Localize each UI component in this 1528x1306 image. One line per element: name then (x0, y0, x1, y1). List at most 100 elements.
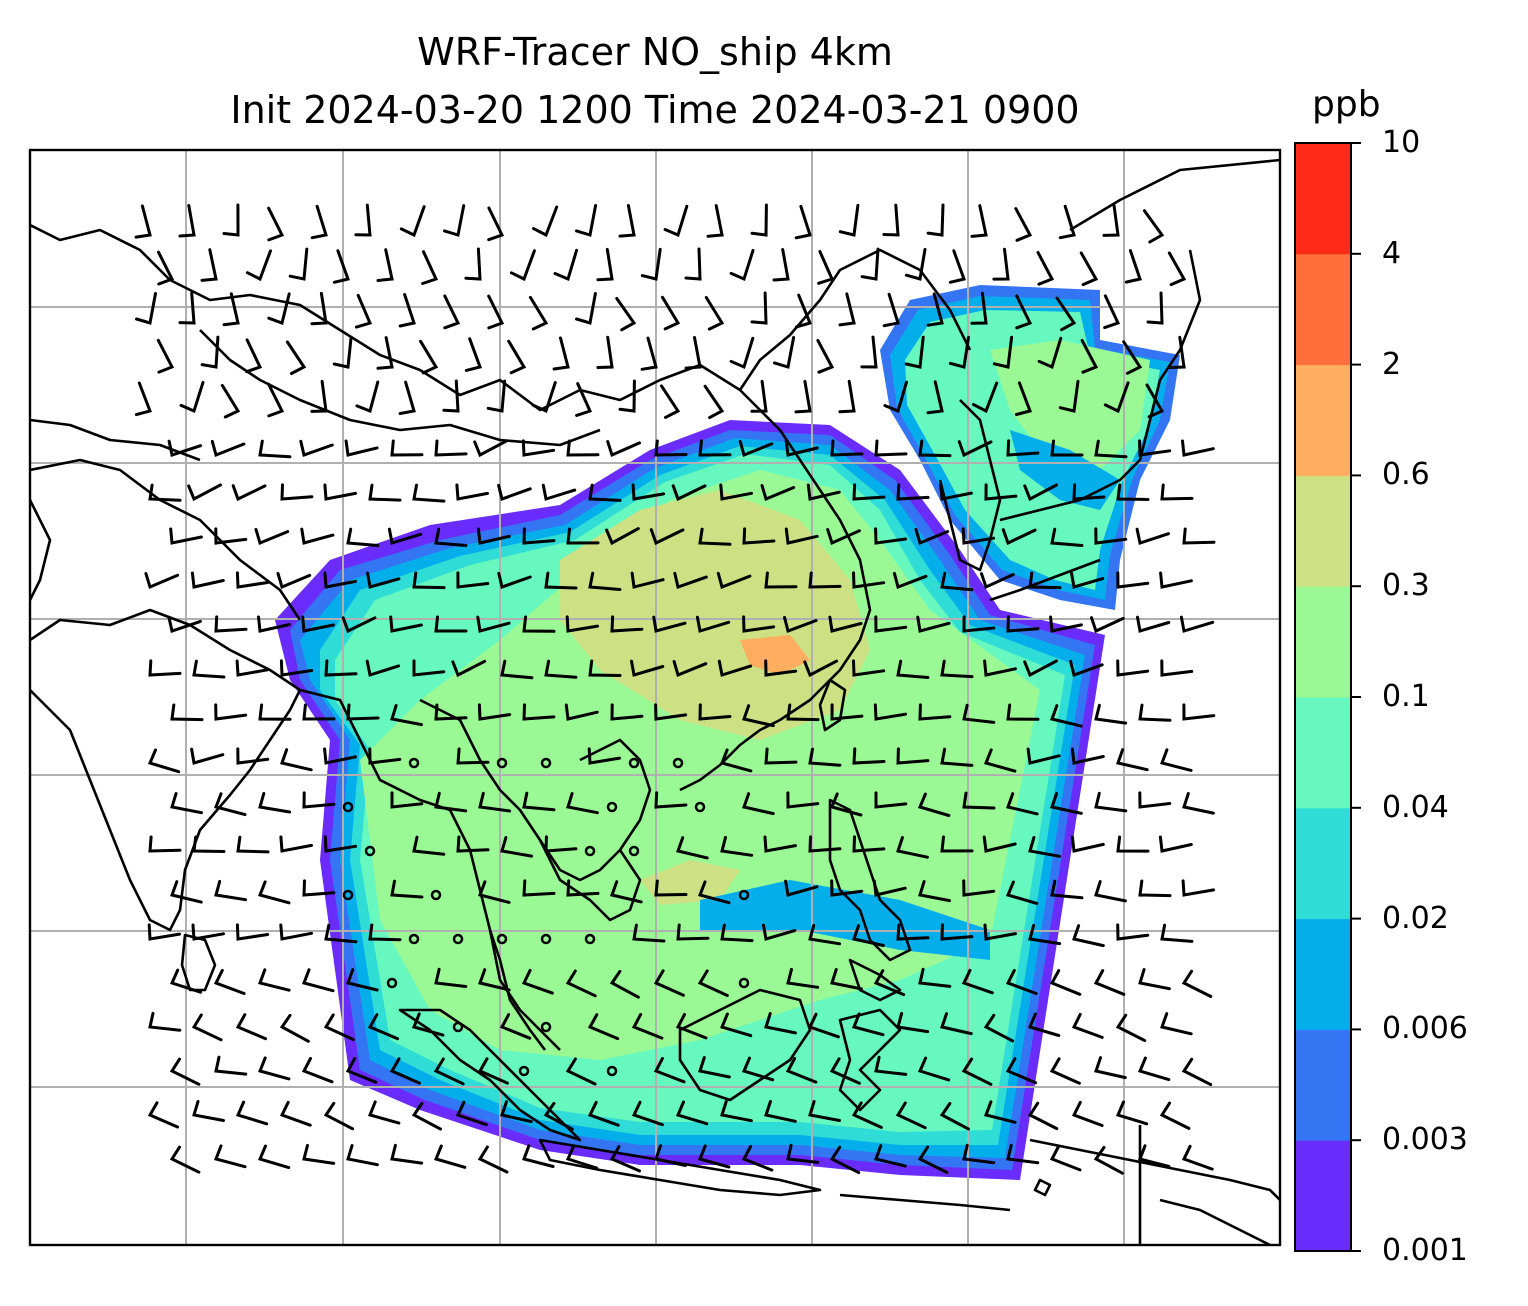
wind-barb (716, 571, 752, 590)
wind-barb (588, 571, 622, 591)
wind-barb (1103, 381, 1130, 414)
wind-barb (522, 791, 556, 812)
colorbar-tick-label: 10 (1382, 125, 1421, 160)
wind-barb (473, 439, 508, 458)
wind-barb (412, 659, 446, 677)
wind-barb (684, 336, 702, 370)
wind-barb (257, 880, 291, 905)
wind-barb (1006, 703, 1040, 721)
wind-barb (566, 439, 600, 457)
wind-barb (365, 659, 401, 677)
wind-calm-marker (628, 845, 640, 857)
wind-barb (940, 659, 974, 679)
wind-calm-marker (342, 889, 354, 901)
wind-barb (742, 704, 775, 728)
wind-barb (918, 439, 952, 458)
wind-barb (675, 1100, 709, 1126)
wind-barb (190, 571, 225, 589)
wind-barb (285, 340, 307, 375)
wind-barb (575, 204, 598, 237)
wind-barb (566, 879, 600, 897)
wind-barb (874, 527, 908, 545)
wind-barb (962, 1143, 996, 1165)
map-title-line2: Init 2024-03-20 1200 Time 2024-03-21 090… (230, 88, 1080, 132)
wind-calm-marker (738, 977, 750, 989)
wind-barb (807, 1012, 840, 1039)
wind-barb (1159, 1101, 1191, 1130)
wind-barb (235, 1013, 268, 1041)
wind-barb (367, 1013, 400, 1041)
wind-barb (610, 615, 644, 633)
wind-barb (332, 335, 353, 369)
wind-barb (148, 483, 182, 502)
wind-barb (531, 381, 557, 414)
wind-barb (279, 923, 313, 941)
wind-barb (829, 1057, 861, 1085)
colorbar-band (1295, 918, 1351, 1030)
wind-barb (654, 703, 688, 721)
wind-barb (245, 338, 263, 374)
wind-barb (983, 659, 1017, 677)
wind-barb (673, 571, 708, 589)
wind-barb (187, 483, 222, 502)
wind-barb (522, 703, 556, 721)
colorbar-band (1295, 253, 1351, 366)
wind-barb (808, 835, 842, 853)
wind-barb (368, 747, 402, 765)
wind-barb (421, 250, 439, 285)
wind-barb (236, 747, 270, 765)
wind-barb (741, 1145, 774, 1172)
colorbar-band (1295, 697, 1351, 809)
wind-barb (1071, 1100, 1104, 1127)
wind-barb (192, 659, 226, 679)
wind-barb (1142, 209, 1165, 244)
wind-barb (258, 703, 292, 721)
wind-barb (896, 483, 930, 501)
wind-barb (1158, 835, 1193, 853)
wind-barb (1138, 879, 1172, 898)
wind-barb (522, 615, 556, 633)
wind-barb (443, 294, 461, 330)
wind-barb (750, 203, 768, 237)
wind-barb (156, 338, 175, 374)
wind-barb (487, 294, 505, 330)
wind-calm-marker (628, 757, 640, 769)
wind-barb (698, 880, 731, 905)
wind-barb (764, 1012, 797, 1035)
wind-barb (1001, 528, 1037, 546)
wind-barb (1090, 616, 1125, 634)
wind-barb (874, 615, 908, 633)
wind-barb (992, 335, 1014, 369)
wind-barb (1136, 615, 1171, 633)
wind-barb (750, 379, 768, 413)
wind-barb (1137, 1056, 1171, 1082)
colorbar-tick-label: 0.001 (1382, 1233, 1468, 1268)
wind-barb (222, 203, 240, 237)
wind-barb (231, 484, 267, 502)
wind-calm-marker (364, 845, 376, 857)
wind-barb (764, 571, 798, 589)
wind-barb (1050, 879, 1084, 900)
wind-barb (926, 203, 945, 237)
wind-barb (192, 835, 226, 853)
wind-barb (323, 1101, 355, 1131)
wind-barb (257, 1056, 291, 1081)
wind-barb (1014, 207, 1033, 242)
wind-calm-marker (540, 757, 552, 769)
wind-barb (874, 1055, 908, 1076)
wind-barb (926, 380, 944, 415)
wind-barb (564, 703, 599, 721)
wind-barb (939, 483, 973, 501)
wind-barb (280, 748, 313, 772)
wind-calm-marker (496, 933, 508, 945)
wind-barb (940, 835, 974, 853)
wind-barb (830, 703, 864, 721)
wind-barb (346, 527, 380, 547)
wind-barb (478, 880, 511, 904)
wind-barb (904, 335, 925, 369)
wind-barb (605, 527, 640, 546)
wind-barb (214, 527, 248, 545)
wind-barb (565, 615, 600, 633)
wind-barb (214, 615, 248, 633)
wind-barb (148, 835, 182, 853)
